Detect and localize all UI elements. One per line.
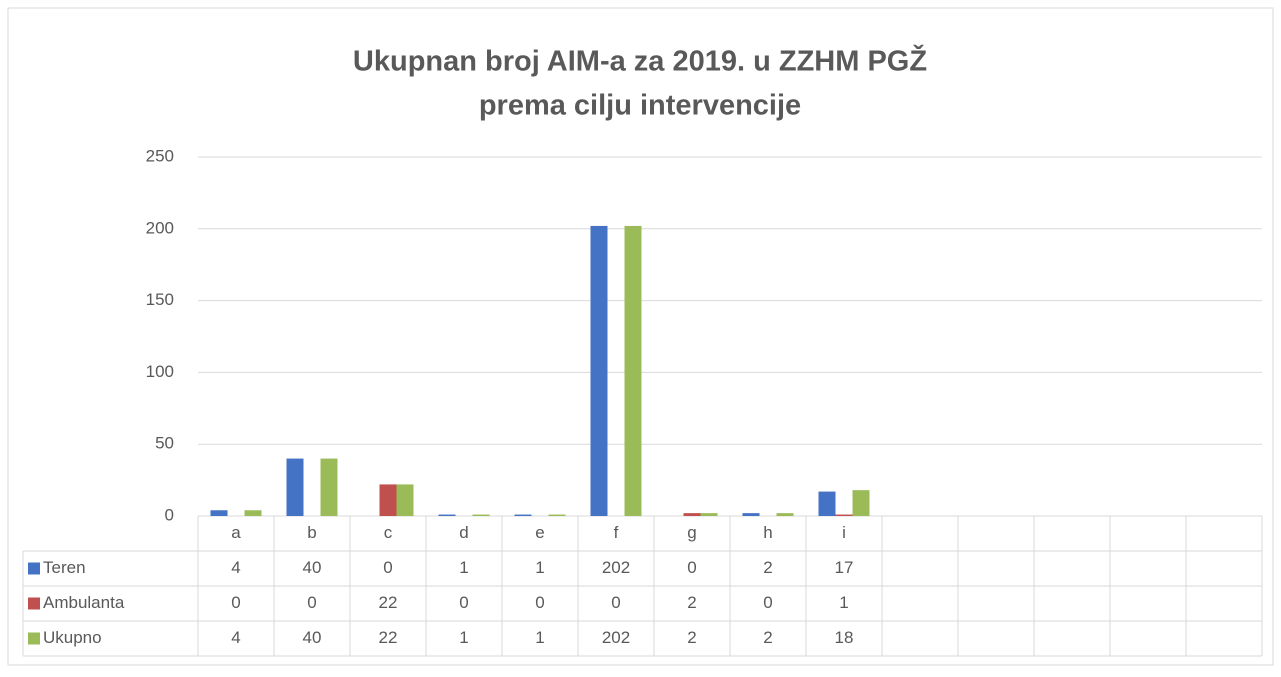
bar — [835, 514, 853, 516]
x-tick-label: c — [384, 523, 393, 542]
table-value: 0 — [307, 593, 316, 612]
y-tick-label: 0 — [165, 505, 174, 524]
bar — [852, 490, 870, 516]
bar — [379, 484, 397, 516]
bar — [776, 513, 794, 516]
table-value: 1 — [459, 558, 468, 577]
legend-swatch — [28, 597, 40, 610]
bar — [548, 514, 566, 516]
table-value: 202 — [602, 628, 630, 647]
legend-swatch — [28, 632, 40, 645]
bar — [590, 225, 608, 517]
table-value: 0 — [459, 593, 468, 612]
bar — [286, 458, 304, 516]
bar — [438, 514, 456, 516]
x-tick-label: g — [687, 523, 696, 542]
x-tick-label: b — [307, 523, 316, 542]
y-tick-label: 250 — [146, 146, 174, 165]
y-tick-label: 150 — [146, 290, 174, 309]
x-tick-label: a — [231, 523, 241, 542]
table-value: 1 — [535, 558, 544, 577]
legend-label: Ukupno — [43, 628, 102, 647]
chart-title: Ukupnan broj AIM-a za 2019. u ZZHM PGŽ — [353, 44, 927, 78]
table-value: 2 — [763, 628, 772, 647]
bar — [514, 514, 532, 516]
x-tick-label: i — [842, 523, 846, 542]
x-tick-label: f — [614, 523, 619, 542]
table-value: 1 — [839, 593, 848, 612]
x-tick-label: e — [535, 523, 544, 542]
table-value: 0 — [383, 558, 392, 577]
legend-label: Teren — [43, 558, 86, 577]
bar — [210, 510, 228, 516]
table-value: 1 — [535, 628, 544, 647]
table-value: 1 — [459, 628, 468, 647]
y-tick-label: 200 — [146, 218, 174, 237]
table-value: 2 — [763, 558, 772, 577]
bar — [742, 513, 760, 516]
table-value: 4 — [231, 628, 240, 647]
table-value: 40 — [303, 628, 322, 647]
table-value: 2 — [687, 628, 696, 647]
bar — [472, 514, 490, 516]
bar — [320, 458, 338, 516]
table-value: 0 — [687, 558, 696, 577]
table-value: 4 — [231, 558, 240, 577]
y-tick-label: 50 — [155, 434, 174, 453]
bar — [683, 513, 701, 516]
table-value: 0 — [763, 593, 772, 612]
bar — [818, 491, 836, 516]
y-tick-label: 100 — [146, 362, 174, 381]
table-value: 22 — [379, 593, 398, 612]
table-value: 18 — [835, 628, 854, 647]
table-value: 0 — [535, 593, 544, 612]
legend-label: Ambulanta — [43, 593, 125, 612]
table-value: 202 — [602, 558, 630, 577]
bar — [624, 225, 642, 517]
table-value: 0 — [231, 593, 240, 612]
chart-title: prema cilju intervencije — [479, 90, 801, 122]
table-value: 2 — [687, 593, 696, 612]
bar — [244, 510, 262, 516]
bar — [700, 513, 718, 516]
table-value: 40 — [303, 558, 322, 577]
legend-swatch — [28, 562, 40, 575]
table-value: 17 — [835, 558, 854, 577]
x-tick-label: d — [459, 523, 468, 542]
x-tick-label: h — [763, 523, 772, 542]
table-value: 0 — [611, 593, 620, 612]
table-value: 22 — [379, 628, 398, 647]
bar — [396, 484, 414, 516]
